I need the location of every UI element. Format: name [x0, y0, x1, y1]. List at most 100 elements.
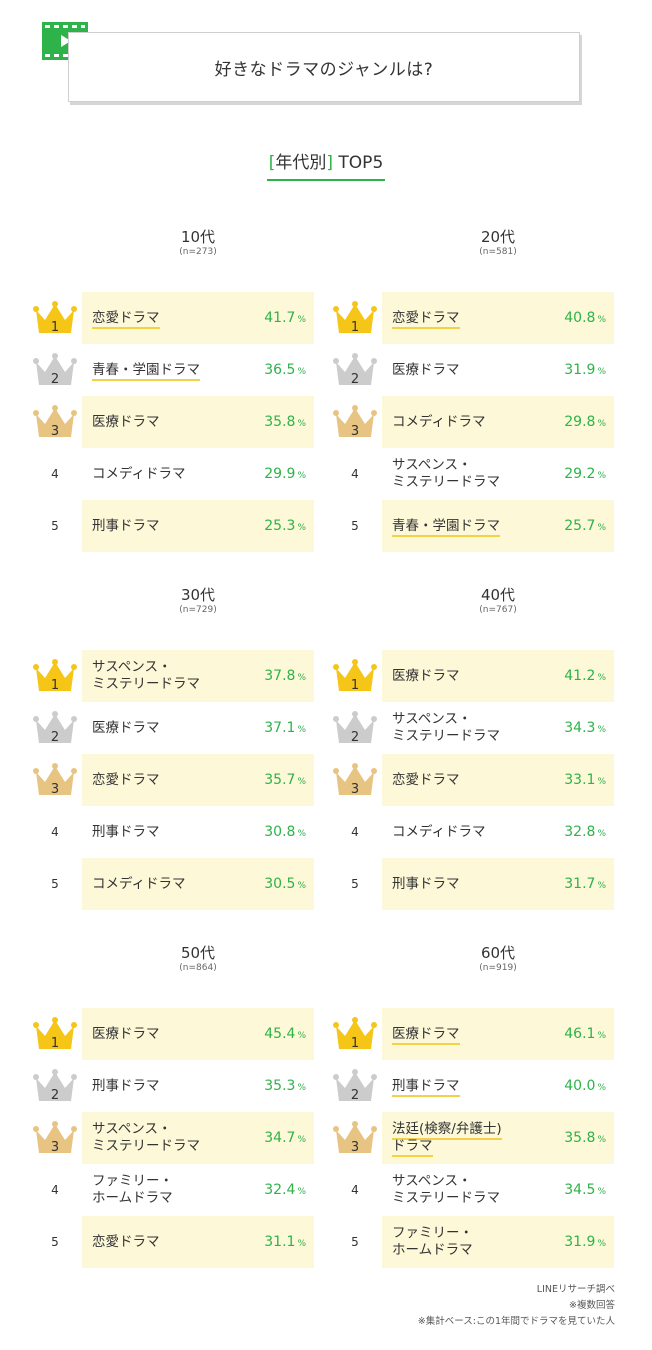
svg-text:2: 2: [51, 372, 59, 387]
genre-name-text: 刑事ドラマ: [92, 517, 160, 534]
genre-cell: 青春・学園ドラマ 36.5%: [82, 344, 314, 396]
percent-sign: %: [297, 522, 306, 533]
rank-indicator: 3: [32, 396, 78, 448]
svg-text:2: 2: [351, 372, 359, 387]
percent-sign: %: [597, 880, 606, 891]
page-title: 好きなドラマのジャンルは?: [214, 59, 434, 80]
svg-text:1: 1: [351, 320, 359, 335]
genre-name-text: 刑事ドラマ: [392, 1077, 460, 1097]
percentage-value: 40.8: [564, 310, 596, 326]
percentage-value: 41.7: [264, 310, 296, 326]
genre-name-text: 恋愛ドラマ: [92, 1233, 160, 1250]
bronze-crown-icon: 3: [333, 1121, 377, 1155]
genre-name-text: 医療ドラマ: [92, 719, 160, 736]
percentage-value: 34.3: [564, 720, 596, 736]
percentage-value: 33.1: [564, 772, 596, 788]
percentage: 34.3%: [564, 702, 606, 754]
genre-name-text: 医療ドラマ: [92, 1025, 160, 1042]
table-row: 法廷(検察/弁護士) ドラマ 35.8% 3: [333, 1112, 614, 1164]
percentage: 35.7%: [264, 754, 306, 806]
section-title: [年代別] TOP5: [0, 148, 652, 181]
genre-cell: 医療ドラマ 46.1%: [382, 1008, 614, 1060]
footer-note-multiple: ※複数回答: [569, 1300, 615, 1311]
genre-name: 刑事ドラマ: [392, 1060, 542, 1112]
rank-indicator: 4: [32, 806, 78, 858]
bronze-crown-icon: 3: [33, 405, 77, 439]
percent-sign: %: [297, 776, 306, 787]
genre-name-text: 刑事ドラマ: [92, 1077, 160, 1094]
rank-indicator: 5: [332, 1216, 378, 1268]
table-row: 医療ドラマ 41.2% 1: [333, 650, 614, 702]
percent-sign: %: [597, 470, 606, 481]
genre-name-text: 刑事ドラマ: [392, 875, 460, 892]
rank-number: 5: [351, 877, 359, 891]
table-row: 刑事ドラマ 30.8% 4: [51, 806, 314, 858]
percentage-value: 46.1: [564, 1026, 596, 1042]
rank-number: 5: [351, 1235, 359, 1249]
genre-cell: 恋愛ドラマ 31.1%: [82, 1216, 314, 1268]
silver-crown-icon: 2: [33, 353, 77, 387]
percentage-value: 36.5: [264, 362, 296, 378]
bronze-crown-icon: 3: [33, 1121, 77, 1155]
percent-sign: %: [597, 1082, 606, 1093]
percentage: 32.4%: [264, 1164, 306, 1216]
percentage: 31.9%: [564, 1216, 606, 1268]
percentage-value: 31.7: [564, 876, 596, 892]
silver-crown-icon: 2: [33, 1069, 77, 1103]
genre-name: 恋愛ドラマ: [92, 754, 242, 806]
percentage: 30.8%: [264, 806, 306, 858]
ranking-list: サスペンス・ ミステリードラマ 37.8% 1 医療ドラマ 37.1% 2 恋愛ドラマ 35.7…: [33, 650, 314, 910]
rank-indicator: 1: [32, 292, 78, 344]
genre-name: コメディドラマ: [392, 806, 542, 858]
table-row: 恋愛ドラマ 31.1% 5: [51, 1216, 314, 1268]
rank-indicator: 1: [332, 1008, 378, 1060]
age-label: 40代: [480, 586, 516, 604]
table-row: コメディドラマ 32.8% 4: [351, 806, 614, 858]
rank-indicator: 5: [32, 858, 78, 910]
table-row: コメディドラマ 29.9% 4: [51, 448, 314, 500]
percentage-value: 31.9: [564, 1234, 596, 1250]
svg-text:1: 1: [51, 320, 59, 335]
genre-name: サスペンス・ ミステリードラマ: [392, 448, 542, 500]
rank-indicator: 2: [32, 702, 78, 754]
genre-cell: 刑事ドラマ 31.7%: [382, 858, 614, 910]
genre-name-text: 刑事ドラマ: [92, 823, 160, 840]
percentage-value: 40.0: [564, 1078, 596, 1094]
age-label: 20代: [480, 228, 516, 246]
percent-sign: %: [297, 418, 306, 429]
table-row: 青春・学園ドラマ 36.5% 2: [33, 344, 314, 396]
table-row: 医療ドラマ 46.1% 1: [333, 1008, 614, 1060]
genre-name-text: サスペンス・ ミステリードラマ: [92, 659, 200, 692]
table-row: 刑事ドラマ 40.0% 2: [333, 1060, 614, 1112]
rank-indicator: 2: [332, 1060, 378, 1112]
svg-text:2: 2: [51, 1088, 59, 1103]
genre-cell: 刑事ドラマ 35.3%: [82, 1060, 314, 1112]
svg-text:1: 1: [51, 1036, 59, 1051]
ranking-list: 恋愛ドラマ 41.7% 1 青春・学園ドラマ 36.5% 2 医療ドラマ 35.8% 3 コメディ…: [33, 292, 314, 552]
rank-indicator: 4: [332, 806, 378, 858]
percent-sign: %: [297, 1030, 306, 1041]
panel-header: 30代 (n=729): [112, 586, 284, 616]
rank-number: 4: [51, 825, 59, 839]
percent-sign: %: [297, 1134, 306, 1145]
panel-header: 10代 (n=273): [112, 228, 284, 258]
table-row: 恋愛ドラマ 40.8% 1: [333, 292, 614, 344]
genre-cell: ファミリー・ ホームドラマ 32.4%: [82, 1164, 314, 1216]
genre-name: サスペンス・ ミステリードラマ: [92, 1112, 242, 1164]
percentage-value: 31.1: [264, 1234, 296, 1250]
age-panel: 60代 (n=919) 医療ドラマ 46.1% 1 刑事ドラマ 40.0% 2 法廷(検察/弁護…: [333, 944, 614, 1268]
genre-cell: 法廷(検察/弁護士) ドラマ 35.8%: [382, 1112, 614, 1164]
genre-name: 法廷(検察/弁護士) ドラマ: [392, 1112, 542, 1164]
genre-name-text: 恋愛ドラマ: [392, 771, 460, 788]
genre-name: 恋愛ドラマ: [392, 292, 542, 344]
genre-name-text: 法廷(検察/弁護士) ドラマ: [392, 1121, 502, 1157]
genre-cell: コメディドラマ 32.8%: [382, 806, 614, 858]
percentage: 31.7%: [564, 858, 606, 910]
bronze-crown-icon: 3: [333, 405, 377, 439]
table-row: サスペンス・ ミステリードラマ 37.8% 1: [33, 650, 314, 702]
table-row: 刑事ドラマ 31.7% 5: [351, 858, 614, 910]
panel-header: 20代 (n=581): [412, 228, 584, 258]
percent-sign: %: [597, 828, 606, 839]
rank-indicator: 3: [32, 754, 78, 806]
percentage: 45.4%: [264, 1008, 306, 1060]
